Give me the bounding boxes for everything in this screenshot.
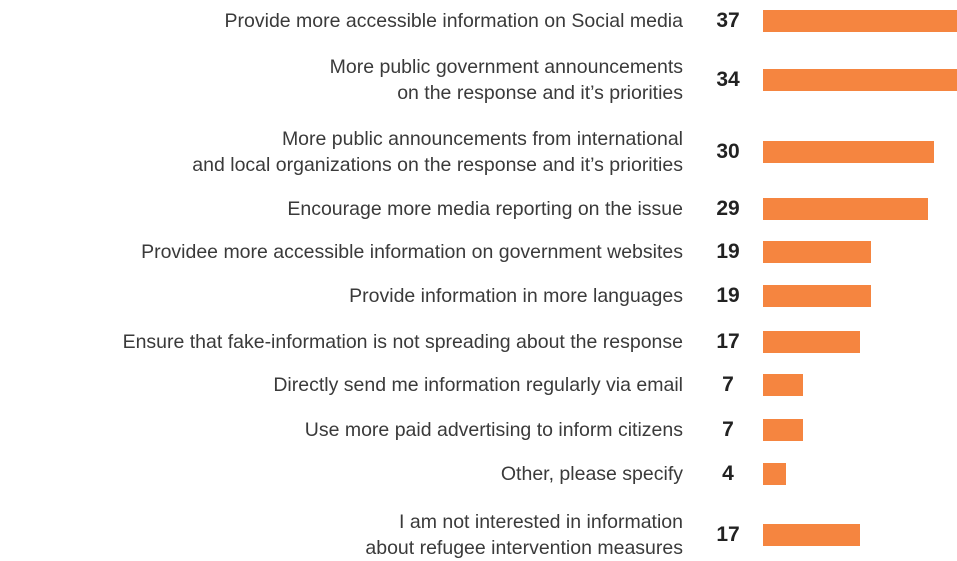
bar-label: Use more paid advertising to inform citi… bbox=[304, 419, 683, 441]
bar-value-label: 29 bbox=[716, 197, 740, 220]
bar bbox=[763, 331, 860, 353]
bar-value-label: 4 bbox=[722, 462, 734, 485]
bar-label: More public announcements from internati… bbox=[192, 128, 683, 176]
bar-value-label: 17 bbox=[716, 330, 740, 353]
bar-label: Encourage more media reporting on the is… bbox=[287, 198, 683, 220]
bar bbox=[763, 69, 957, 91]
bar-label: Provide information in more languages bbox=[349, 285, 683, 307]
bar-value-label: 34 bbox=[716, 68, 740, 91]
bar bbox=[763, 141, 935, 163]
bar bbox=[763, 524, 860, 546]
bar-label: Provide more accessible information on S… bbox=[224, 10, 683, 32]
bar-value-label: 30 bbox=[716, 140, 740, 163]
bar bbox=[763, 10, 957, 32]
bar bbox=[763, 419, 803, 441]
bar-label: Other, please specify bbox=[500, 463, 683, 485]
bar-value-label: 37 bbox=[716, 9, 740, 32]
bar-value-label: 19 bbox=[716, 284, 740, 307]
bar-label: More public government announcements on … bbox=[329, 56, 683, 104]
bar bbox=[763, 463, 786, 485]
bar-value-label: 7 bbox=[722, 373, 734, 396]
bar bbox=[763, 374, 803, 396]
bar-label: I am not interested in information about… bbox=[365, 511, 683, 559]
bar bbox=[763, 241, 872, 263]
bar-value-label: 17 bbox=[716, 523, 740, 546]
bar-label: Directly send me information regularly v… bbox=[273, 374, 683, 396]
bar bbox=[763, 198, 929, 220]
bar-value-label: 19 bbox=[716, 240, 740, 263]
bar-value-label: 7 bbox=[722, 418, 734, 441]
bar bbox=[763, 285, 872, 307]
bar-label: Providee more accessible information on … bbox=[141, 241, 683, 263]
bar-label: Ensure that fake-information is not spre… bbox=[122, 331, 683, 353]
